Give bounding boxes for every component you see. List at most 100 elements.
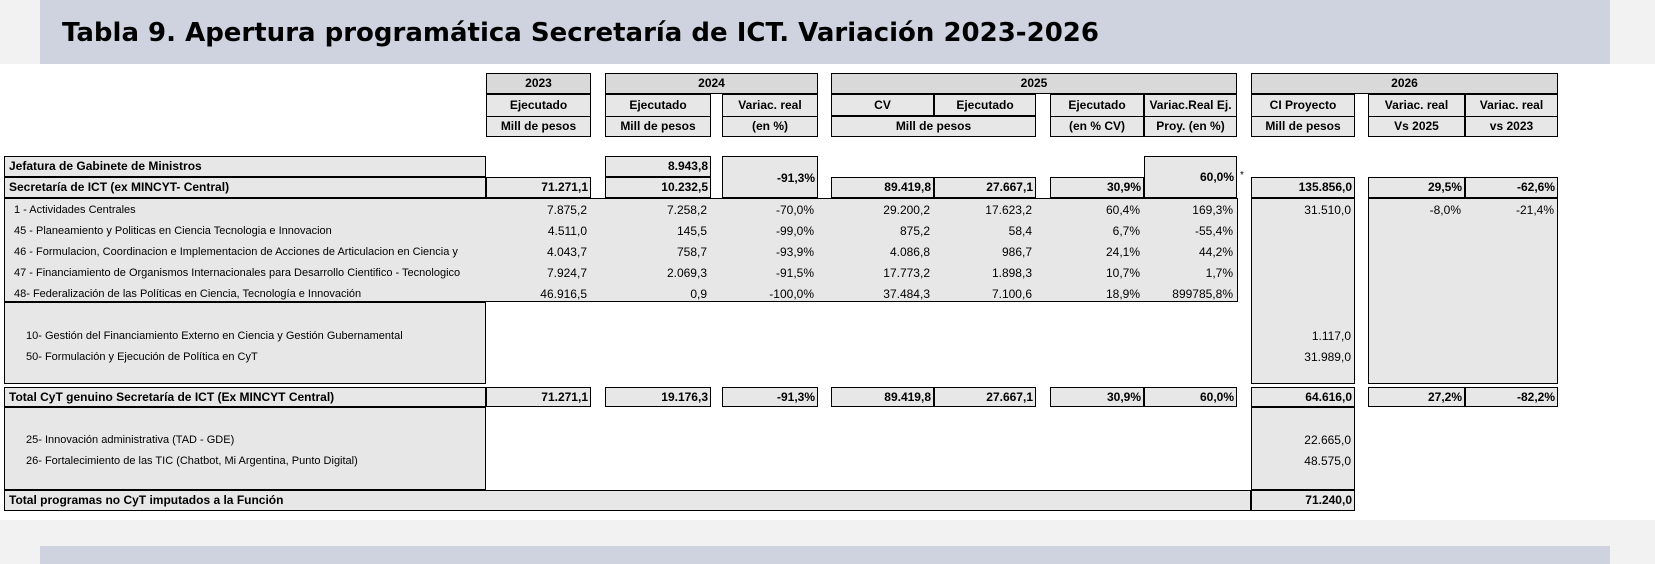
- title-band: [40, 0, 1610, 64]
- program-cell-v2023: 4.511,0: [547, 224, 587, 238]
- header-cell-ej2025: [934, 94, 1036, 116]
- cell-var2024-merged: -91,3%: [722, 156, 818, 198]
- program-cell-vs2023: -21,4%: [1515, 203, 1554, 217]
- program-cell-v2024: 758,7: [676, 245, 707, 259]
- header-unit-var2024: (en %): [752, 119, 788, 133]
- header-year-2023: 2023: [486, 73, 591, 94]
- header-unit-v2024: Mill de pesos: [620, 119, 696, 133]
- cell-total-cyt-vs2025: 27,2%: [1368, 387, 1465, 407]
- cell-secretaria-ej2025: 27.667,1: [934, 177, 1036, 198]
- header-divider: [605, 116, 711, 117]
- cell-secretaria-vs2023: -62,6%: [1465, 177, 1558, 198]
- no-cyt-program-ci2026: 22.665,0: [1304, 433, 1351, 447]
- header-label-vs2023: Variac. real: [1479, 98, 1544, 112]
- program-cell-pct_cv: 60,4%: [1105, 203, 1140, 217]
- no-cyt-program-label: 26- Fortalecimiento de las TIC (Chatbot,…: [26, 455, 358, 467]
- program-cell-v2024: 2.069,3: [666, 266, 707, 280]
- program-cell-cv2025: 29.200,2: [883, 203, 930, 217]
- bottom-band: [40, 546, 1610, 564]
- ci2026-block: [1251, 198, 1355, 384]
- program-cell-var2024: -93,9%: [775, 245, 814, 259]
- header-label-varproy: Variac.Real Ej.: [1149, 98, 1232, 112]
- new-program-label: 10- Gestión del Financiamiento Externo e…: [26, 330, 403, 342]
- header-cell-pctcv: [1050, 94, 1144, 137]
- program-cell-pct_cv: 18,9%: [1105, 287, 1140, 301]
- cell-total-cyt-cv2025: 89.419,8: [831, 387, 934, 407]
- program-cell-cv2025: 37.484,3: [883, 287, 930, 301]
- row-label-total-cyt: Total CyT genuino Secretaría de ICT (Ex …: [4, 387, 486, 407]
- program-cell-pct_cv: 6,7%: [1112, 224, 1140, 238]
- new-programs-label-block: [4, 302, 486, 384]
- cell-total-cyt-ej2025: 27.667,1: [934, 387, 1036, 407]
- program-cell-ci2026: 31.510,0: [1304, 203, 1351, 217]
- program-cell-vs2023: [1465, 284, 1556, 305]
- program-label: 46 - Formulacion, Coordinacion e Impleme…: [14, 246, 458, 258]
- header-divider: [1465, 116, 1558, 117]
- cell-total-cyt-varproy: 60,0%: [1144, 387, 1237, 407]
- header-label-vs2025: Variac. real: [1384, 98, 1449, 112]
- program-cell-ej2025: 58,4: [1008, 224, 1032, 238]
- header-unit-vs2023: vs 2023: [1489, 119, 1534, 133]
- footnote-asterisk: *: [1240, 170, 1244, 181]
- program-cell-vs2025: -8,0%: [1429, 203, 1461, 217]
- program-cell-v2023: 46.916,5: [540, 287, 587, 301]
- program-cell-vs2025: [1368, 263, 1463, 284]
- program-cell-cv2025: 875,2: [899, 224, 930, 238]
- program-cell-ci2026: [1251, 242, 1353, 263]
- vs-block: [1368, 198, 1558, 384]
- header-divider: [1050, 116, 1144, 117]
- program-cell-vs2025: [1368, 221, 1463, 242]
- no-cyt-program-ci2026: 48.575,0: [1304, 454, 1351, 468]
- program-cell-v2023: 7.924,7: [546, 266, 587, 280]
- program-cell-varproy: 1,7%: [1205, 266, 1233, 280]
- new-program-label: 50- Formulación y Ejecución de Política …: [26, 351, 258, 363]
- program-cell-varproy: 899785,8%: [1172, 287, 1233, 301]
- no-cyt-label-block: [4, 407, 486, 490]
- program-label: 45 - Planeamiento y Politicas en Ciencia…: [14, 225, 332, 237]
- program-cell-var2024: -70,0%: [775, 203, 814, 217]
- program-cell-ci2026: [1251, 284, 1353, 305]
- header-unit-pct_cv: (en % CV): [1068, 119, 1125, 133]
- program-cell-pct_cv: 24,1%: [1105, 245, 1140, 259]
- header-unit-vs2025: Vs 2025: [1394, 119, 1439, 133]
- cell-total-cyt-pct_cv: 30,9%: [1050, 387, 1144, 407]
- cell-total-cyt-vs2023: -82,2%: [1465, 387, 1558, 407]
- header-unit-ci2026: Mill de pesos: [1265, 119, 1341, 133]
- header-cell-2023: [486, 94, 591, 137]
- cell-jefatura-2024: 8.943,8: [605, 156, 711, 177]
- program-cell-var2024: -99,0%: [775, 224, 814, 238]
- program-label: 1 - Actividades Centrales: [14, 204, 136, 216]
- cell-total-cyt-ci2026: 64.616,0: [1251, 387, 1355, 407]
- header-label-v2023: Ejecutado: [509, 98, 568, 112]
- cell-secretaria-vs2025: 29,5%: [1368, 177, 1465, 198]
- header-year-2025: 2025: [831, 73, 1237, 94]
- row-label-total-no-cyt: Total programas no CyT imputados a la Fu…: [4, 490, 1251, 511]
- program-cell-var2024: -91,5%: [775, 266, 814, 280]
- program-cell-vs2023: [1465, 242, 1556, 263]
- header-cell-ci2026: [1251, 94, 1355, 137]
- program-cell-vs2025: [1368, 242, 1463, 263]
- no-cyt-ci-block: [1251, 407, 1355, 490]
- program-cell-v2023: 4.043,7: [546, 245, 587, 259]
- program-label: 48- Federalización de las Políticas en C…: [14, 288, 362, 300]
- header-label-var2024: Variac. real: [738, 98, 802, 112]
- header-unit-v2023: Mill de pesos: [500, 119, 577, 133]
- program-cell-ej2025: 17.623,2: [985, 203, 1032, 217]
- header-label-pct_cv: Ejecutado: [1068, 98, 1126, 112]
- header-divider: [722, 116, 818, 117]
- cell-total-cyt-var2024: -91,3%: [722, 387, 818, 407]
- header-unit-varproy: Proy. (en %): [1156, 119, 1225, 133]
- program-cell-ej2025: 1.898,3: [991, 266, 1032, 280]
- cell-secretaria-v2024: 10.232,5: [605, 177, 711, 198]
- cell-secretaria-cv2025: 89.419,8: [831, 177, 934, 198]
- header-divider: [1251, 116, 1355, 117]
- row-label-secretaria: Secretaría de ICT (ex MINCYT- Central): [4, 177, 486, 198]
- header-label-cv: CV: [874, 98, 891, 112]
- cell-total-cyt-v2024: 19.176,3: [605, 387, 711, 407]
- header-unit-mill-2025: Mill de pesos: [895, 119, 972, 133]
- program-cell-v2023: 7.875,2: [546, 203, 587, 217]
- programs-block: [4, 198, 1238, 302]
- cell-total-cyt-v2023: 71.271,1: [486, 387, 591, 407]
- header-label-ci2026: CI Proyecto: [1269, 98, 1337, 112]
- header-cell-2024: [605, 94, 711, 137]
